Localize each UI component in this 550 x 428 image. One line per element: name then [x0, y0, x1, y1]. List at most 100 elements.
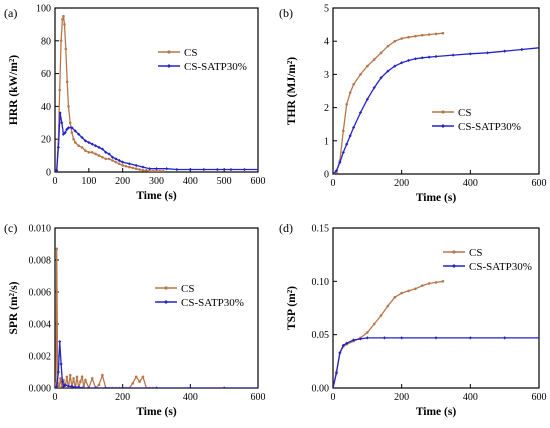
data-point	[348, 91, 352, 94]
data-point	[413, 57, 417, 61]
series-line	[333, 337, 539, 388]
data-point	[68, 121, 72, 125]
data-point	[333, 386, 335, 388]
data-point	[342, 129, 345, 133]
data-point	[407, 35, 410, 39]
data-point	[366, 64, 369, 68]
data-point	[77, 144, 80, 148]
data-point	[134, 167, 138, 171]
series-line	[55, 15, 164, 172]
y-axis-title: THR (MJ/m²)	[286, 57, 298, 125]
data-point	[55, 247, 58, 251]
series-cs-satp30	[55, 340, 258, 388]
panel-b-label: (b)	[279, 6, 293, 20]
data-point	[61, 18, 64, 21]
data-point	[141, 375, 145, 379]
y-axis-title: TSP (m²)	[286, 286, 298, 330]
y-tick-label: 0	[324, 170, 329, 181]
data-point	[451, 53, 455, 57]
plot-frame	[332, 7, 540, 175]
data-point	[215, 167, 219, 172]
data-point	[66, 126, 71, 130]
x-tick-label: 0	[331, 392, 336, 403]
data-point	[80, 135, 84, 140]
legend-marker	[441, 110, 445, 114]
y-tick-label: 0.008	[29, 256, 52, 267]
data-point	[434, 281, 438, 284]
data-point	[60, 380, 65, 384]
y-tick-label: 0.00	[312, 384, 330, 395]
data-point	[188, 167, 192, 172]
data-point	[121, 160, 125, 164]
data-point	[114, 160, 118, 164]
data-point	[145, 169, 148, 172]
data-point	[151, 169, 155, 172]
data-point	[229, 167, 233, 172]
data-point	[365, 97, 369, 101]
data-point	[100, 147, 104, 151]
data-point	[386, 69, 390, 73]
x-tick-label: 400	[183, 392, 198, 403]
data-point	[79, 380, 82, 383]
data-point	[55, 168, 59, 172]
data-point	[104, 150, 108, 154]
data-point	[124, 164, 128, 168]
data-point	[154, 386, 159, 388]
data-point	[345, 142, 349, 146]
data-point	[379, 51, 383, 55]
data-point	[62, 14, 65, 18]
data-point	[55, 170, 57, 172]
data-point	[400, 61, 404, 65]
data-point	[503, 336, 507, 340]
data-point	[90, 151, 94, 154]
data-point	[97, 383, 101, 387]
y-tick-label: 20	[41, 135, 51, 146]
y-tick-label: 2	[324, 103, 329, 114]
data-point	[104, 386, 108, 388]
data-point	[64, 47, 68, 51]
data-point	[434, 32, 438, 36]
data-point	[101, 373, 104, 377]
data-point	[66, 384, 71, 388]
data-point	[138, 380, 141, 383]
data-point	[414, 34, 417, 38]
data-point	[73, 385, 77, 388]
data-point	[358, 337, 363, 341]
data-point	[333, 172, 335, 174]
y-tick-label: 0.004	[29, 320, 52, 331]
data-point	[87, 386, 91, 388]
data-point	[352, 338, 356, 342]
panel-c-label: (c)	[4, 221, 17, 235]
data-point	[67, 105, 70, 108]
series-line	[333, 47, 539, 174]
y-tick-label: 0.010	[29, 224, 52, 235]
y-tick-label: 40	[41, 102, 51, 113]
y-tick-label: 0.000	[29, 384, 52, 395]
data-point	[338, 351, 342, 355]
legend-label: CS	[458, 107, 471, 119]
data-point	[107, 152, 111, 156]
data-point	[520, 47, 524, 52]
data-point	[114, 157, 118, 161]
x-tick-label: 600	[251, 392, 266, 403]
data-point	[334, 169, 339, 173]
x-tick-label: 0	[53, 176, 58, 187]
data-point	[441, 31, 445, 35]
data-point	[70, 384, 74, 388]
data-point	[348, 134, 352, 138]
data-point	[141, 169, 145, 172]
legend-marker	[164, 286, 168, 290]
data-point	[75, 375, 79, 379]
x-tick-label: 400	[183, 176, 198, 187]
panel-d-label: (d)	[279, 221, 293, 235]
data-point	[393, 39, 397, 43]
data-point	[121, 386, 125, 388]
legend-label: CS	[181, 283, 194, 295]
legend-marker	[441, 124, 445, 128]
x-tick-label: 200	[115, 176, 130, 187]
data-point	[55, 386, 57, 388]
data-point	[148, 167, 152, 171]
data-point	[117, 162, 121, 166]
data-point	[80, 146, 84, 149]
data-point	[63, 383, 67, 387]
